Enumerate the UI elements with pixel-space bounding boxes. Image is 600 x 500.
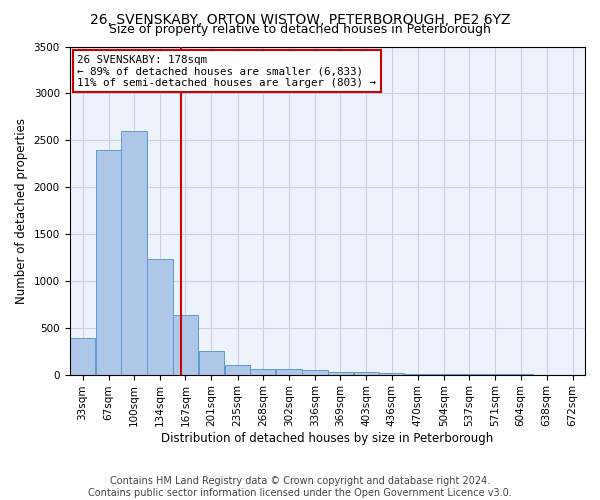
Text: 26 SVENSKABY: 178sqm
← 89% of detached houses are smaller (6,833)
11% of semi-de: 26 SVENSKABY: 178sqm ← 89% of detached h… bbox=[77, 54, 376, 88]
Bar bbox=[250, 369, 275, 374]
Bar bbox=[96, 150, 121, 374]
Bar bbox=[148, 260, 173, 374]
Bar bbox=[225, 365, 250, 374]
Bar bbox=[276, 370, 302, 374]
Bar bbox=[379, 372, 404, 374]
Bar bbox=[173, 314, 198, 374]
Bar bbox=[121, 131, 146, 374]
Text: Size of property relative to detached houses in Peterborough: Size of property relative to detached ho… bbox=[109, 22, 491, 36]
Bar bbox=[302, 370, 328, 374]
Text: 26, SVENSKABY, ORTON WISTOW, PETERBOROUGH, PE2 6YZ: 26, SVENSKABY, ORTON WISTOW, PETERBOROUG… bbox=[90, 12, 510, 26]
Bar bbox=[199, 350, 224, 374]
X-axis label: Distribution of detached houses by size in Peterborough: Distribution of detached houses by size … bbox=[161, 432, 493, 445]
Bar bbox=[70, 338, 95, 374]
Text: Contains HM Land Registry data © Crown copyright and database right 2024.
Contai: Contains HM Land Registry data © Crown c… bbox=[88, 476, 512, 498]
Y-axis label: Number of detached properties: Number of detached properties bbox=[15, 118, 28, 304]
Bar bbox=[354, 372, 379, 374]
Bar bbox=[328, 372, 353, 374]
